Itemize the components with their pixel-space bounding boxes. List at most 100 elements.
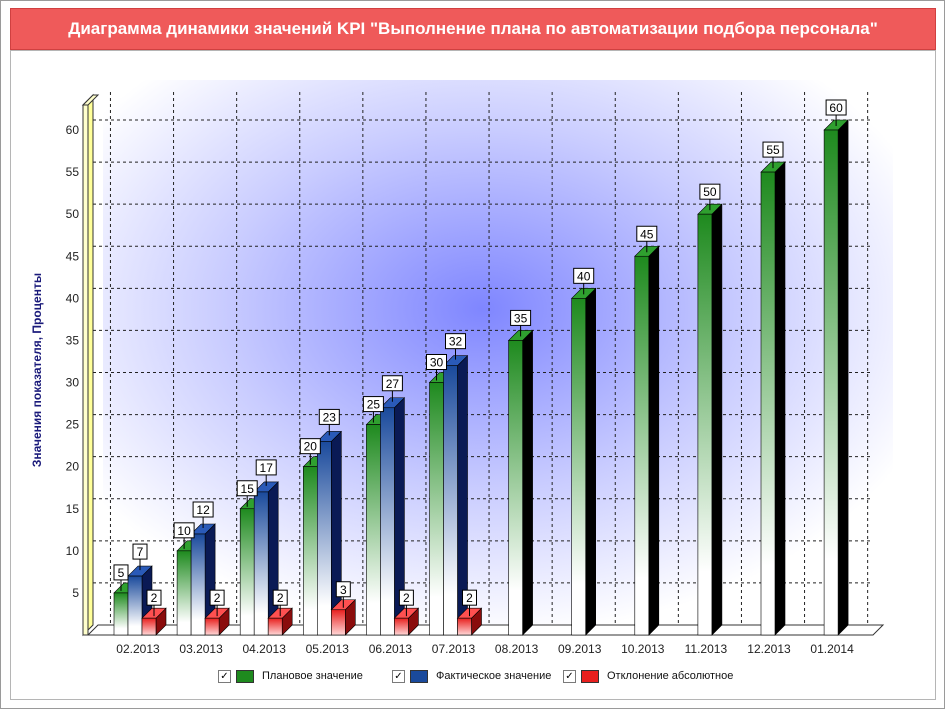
data-label-plan: 45 xyxy=(640,227,654,241)
x-tick-label: 08.2013 xyxy=(495,642,539,656)
x-tick-label: 11.2013 xyxy=(685,642,728,656)
y-tick-label: 40 xyxy=(66,291,80,305)
y-tick-label: 50 xyxy=(66,207,80,221)
data-label-plan: 40 xyxy=(577,269,591,283)
bar-plan-face xyxy=(302,466,318,636)
bar-plan-face xyxy=(366,424,381,636)
y-tick-label: 25 xyxy=(66,418,80,432)
data-label-deviation-box xyxy=(398,589,414,606)
legend-checkbox-plan[interactable]: ✓ xyxy=(218,670,231,683)
bar-plan-side xyxy=(774,161,786,636)
data-label-deviation-box xyxy=(335,581,351,598)
y-tick-label: 10 xyxy=(66,544,80,558)
data-label-plan-box xyxy=(299,438,321,455)
data-label-plan-box xyxy=(699,183,721,200)
bar-plan-face xyxy=(760,171,776,636)
data-label-plan-box xyxy=(113,564,129,581)
data-label-fact: 27 xyxy=(386,377,400,391)
data-label-plan-box xyxy=(825,99,847,116)
y-tick-label: 15 xyxy=(66,502,80,516)
legend-label-fact: Фактическое значение xyxy=(436,670,552,682)
data-label-plan-box xyxy=(636,225,658,242)
data-label-fact: 12 xyxy=(196,503,210,517)
data-label-deviation-box xyxy=(209,589,225,606)
data-label-fact-box xyxy=(318,408,340,425)
bar-deviation-face xyxy=(204,617,220,636)
data-label-fact-box xyxy=(192,501,214,518)
bar-plan xyxy=(570,287,597,636)
legend-swatch-fact xyxy=(410,670,428,683)
x-tick-label: 06.2013 xyxy=(369,642,413,656)
y-tick-label: 45 xyxy=(66,249,80,263)
x-tick-label: 09.2013 xyxy=(558,642,602,656)
bar-plan xyxy=(507,329,534,636)
legend-checkbox-deviation[interactable]: ✓ xyxy=(563,670,576,683)
title-bar: Диаграмма динамики значений KPI "Выполне… xyxy=(10,8,936,50)
data-label-plan-box xyxy=(173,522,195,539)
x-tick-label: 10.2013 xyxy=(621,642,665,656)
data-label-deviation: 2 xyxy=(151,591,158,605)
bar-plan xyxy=(760,161,786,636)
x-tick-label: 03.2013 xyxy=(179,642,223,656)
bar-fact-face xyxy=(253,491,269,636)
bar-plan-face xyxy=(113,592,129,636)
bar-fact xyxy=(190,523,216,636)
data-label-fact-box xyxy=(255,459,277,476)
bar-plan xyxy=(697,203,723,636)
data-label-deviation-box xyxy=(462,589,477,606)
data-label-deviation: 2 xyxy=(277,591,284,605)
data-label-deviation: 2 xyxy=(466,591,473,605)
legend-checkbox-fact[interactable]: ✓ xyxy=(392,670,405,683)
data-label-deviation: 2 xyxy=(214,591,221,605)
bar-deviation-face xyxy=(267,617,283,636)
y-tick-label: 55 xyxy=(66,165,80,179)
data-label-plan: 35 xyxy=(514,311,528,325)
x-tick-label: 02.2013 xyxy=(116,642,160,656)
bar-fact-face xyxy=(127,575,143,636)
data-label-plan-box xyxy=(573,267,595,284)
x-tick-label: 01.2014 xyxy=(810,642,854,656)
data-label-plan-box xyxy=(426,354,447,370)
y-axis-wall-front xyxy=(82,104,89,636)
data-label-plan-box xyxy=(510,309,532,326)
bar-plan-side xyxy=(648,245,660,636)
bar-plan-side xyxy=(837,119,849,636)
y-axis-label: Значения показателя, Проценты xyxy=(30,273,44,467)
y-tick-label: 35 xyxy=(66,333,80,347)
x-tick-label: 07.2013 xyxy=(432,642,476,656)
data-label-fact-box xyxy=(132,543,148,560)
data-label-fact: 32 xyxy=(449,335,463,349)
bar-plan-face xyxy=(823,129,839,636)
bar-plan-side xyxy=(522,329,533,636)
y-tick-label: 60 xyxy=(66,123,80,137)
bar-fact-face xyxy=(316,441,332,636)
y-tick-label: 20 xyxy=(66,460,80,474)
bar-plan xyxy=(634,245,660,636)
data-label-plan: 30 xyxy=(430,356,444,370)
data-label-plan-box xyxy=(236,480,258,497)
bar-plan-face xyxy=(697,213,713,636)
data-label-plan: 25 xyxy=(367,398,381,412)
y-tick-label: 30 xyxy=(66,376,80,390)
data-label-deviation-box xyxy=(272,589,288,606)
data-label-plan-box xyxy=(362,396,384,413)
bar-plan-face xyxy=(176,550,192,636)
bar-fact-face xyxy=(443,365,458,636)
data-label-plan-box xyxy=(762,141,784,158)
bar-fact-face xyxy=(190,533,206,636)
data-label-deviation: 2 xyxy=(403,591,410,605)
x-tick-label: 12.2013 xyxy=(747,642,791,656)
data-label-fact-box xyxy=(381,375,403,392)
legend-swatch-deviation xyxy=(581,670,599,683)
bar-deviation-face xyxy=(394,617,409,636)
bar-plan xyxy=(823,119,849,636)
data-label-deviation-box xyxy=(146,589,162,606)
data-label-plan: 20 xyxy=(304,440,318,454)
bar-deviation-face xyxy=(457,617,472,636)
bar-plan-face xyxy=(634,255,650,636)
chart-title: Диаграмма динамики значений KPI "Выполне… xyxy=(68,19,878,38)
bar-deviation-face xyxy=(330,609,346,636)
data-label-plan: 10 xyxy=(177,524,191,538)
data-label-deviation: 3 xyxy=(340,583,347,597)
